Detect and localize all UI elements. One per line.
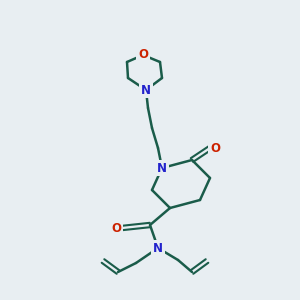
Text: O: O [138,49,148,62]
Text: O: O [210,142,220,154]
Text: N: N [153,242,163,254]
Text: N: N [141,83,151,97]
Text: O: O [111,221,121,235]
Text: N: N [157,161,167,175]
